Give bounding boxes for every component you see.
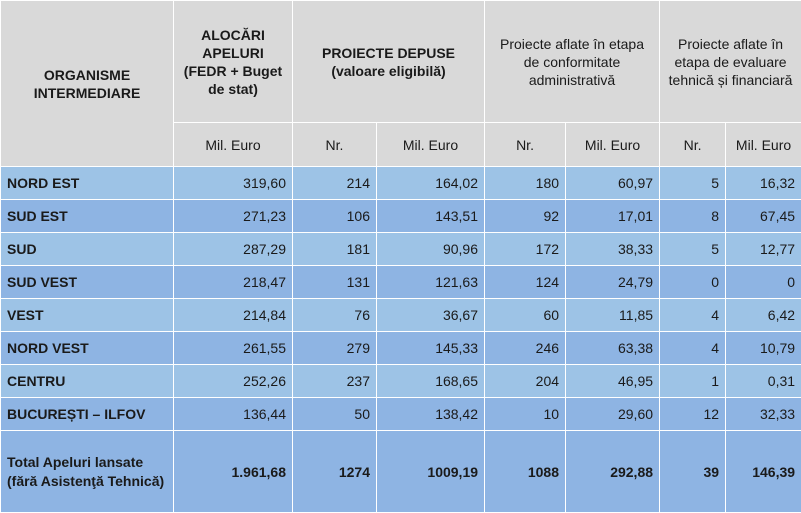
row-name: CENTRU — [0, 364, 174, 398]
total-eval-mil: 146,39 — [725, 430, 801, 513]
header-proiecte-depuse: PROIECTE DEPUSE (valoare eligibilă) — [291, 0, 486, 123]
table-row: CENTRU 252,26 237 168,65 204 46,95 1 0,3… — [0, 364, 801, 398]
cell-dep-mil: 138,42 — [375, 397, 486, 431]
cell-conf-mil: 29,60 — [565, 397, 661, 431]
cell-dep-nr: 106 — [292, 199, 377, 233]
table-row: NORD VEST 261,55 279 145,33 246 63,38 4 … — [0, 331, 801, 365]
cell-conf-nr: 10 — [484, 397, 567, 431]
subheader-alocari-mil: Mil. Euro — [173, 122, 293, 167]
row-name: SUD — [0, 232, 174, 266]
header-evaluare: Proiecte aflate în etapa de evaluare teh… — [659, 0, 801, 123]
row-name: SUD VEST — [0, 265, 174, 299]
cell-conf-mil: 60,97 — [565, 166, 661, 200]
table-row: BUCUREȘTI – ILFOV 136,44 50 138,42 10 29… — [0, 397, 801, 431]
cell-eval-mil: 67,45 — [725, 199, 801, 233]
cell-eval-nr: 0 — [659, 265, 727, 299]
total-row: Total Apeluri lansate (fără Asistenţă Te… — [0, 430, 801, 513]
cell-alocari: 287,29 — [173, 232, 293, 266]
cell-eval-mil: 0,31 — [725, 364, 801, 398]
cell-dep-mil: 36,67 — [375, 298, 486, 332]
cell-dep-nr: 76 — [292, 298, 377, 332]
cell-conf-nr: 172 — [484, 232, 567, 266]
cell-dep-nr: 214 — [292, 166, 377, 200]
subheader-conf-mil: Mil. Euro — [565, 122, 661, 167]
cell-eval-mil: 16,32 — [725, 166, 801, 200]
total-dep-nr: 1274 — [292, 430, 377, 513]
cell-dep-nr: 237 — [292, 364, 377, 398]
total-label: Total Apeluri lansate (fără Asistenţă Te… — [0, 430, 174, 513]
cell-eval-nr: 8 — [659, 199, 727, 233]
table-row: SUD EST 271,23 106 143,51 92 17,01 8 67,… — [0, 199, 801, 233]
subheader-eval-nr: Nr. — [659, 122, 727, 167]
table-row: SUD VEST 218,47 131 121,63 124 24,79 0 0 — [0, 265, 801, 299]
cell-eval-nr: 5 — [659, 232, 727, 266]
cell-dep-nr: 50 — [292, 397, 377, 431]
cell-eval-nr: 1 — [659, 364, 727, 398]
row-name: SUD EST — [0, 199, 174, 233]
cell-conf-mil: 11,85 — [565, 298, 661, 332]
cell-conf-nr: 180 — [484, 166, 567, 200]
cell-alocari: 261,55 — [173, 331, 293, 365]
table-row: VEST 214,84 76 36,67 60 11,85 4 6,42 — [0, 298, 801, 332]
cell-alocari: 218,47 — [173, 265, 293, 299]
total-conf-nr: 1088 — [484, 430, 567, 513]
cell-dep-mil: 90,96 — [375, 232, 486, 266]
header-organisme: ORGANISME INTERMEDIARE — [0, 0, 174, 167]
subheader-conf-nr: Nr. — [484, 122, 567, 167]
subheader-depuse-mil: Mil. Euro — [375, 122, 486, 167]
cell-dep-mil: 168,65 — [375, 364, 486, 398]
cell-eval-mil: 10,79 — [725, 331, 801, 365]
header-conformitate: Proiecte aflate în etapa de conformitate… — [484, 0, 661, 123]
row-name: BUCUREȘTI – ILFOV — [0, 397, 174, 431]
cell-eval-mil: 12,77 — [725, 232, 801, 266]
cell-conf-nr: 124 — [484, 265, 567, 299]
subheader-eval-mil: Mil. Euro — [725, 122, 801, 167]
total-alocari: 1.961,68 — [173, 430, 293, 513]
cell-eval-mil: 0 — [725, 265, 801, 299]
cell-eval-nr: 5 — [659, 166, 727, 200]
cell-dep-nr: 279 — [292, 331, 377, 365]
row-name: NORD EST — [0, 166, 174, 200]
cell-alocari: 136,44 — [173, 397, 293, 431]
cell-conf-nr: 92 — [484, 199, 567, 233]
cell-alocari: 319,60 — [173, 166, 293, 200]
cell-dep-mil: 164,02 — [375, 166, 486, 200]
cell-eval-nr: 4 — [659, 298, 727, 332]
cell-eval-mil: 6,42 — [725, 298, 801, 332]
row-name: NORD VEST — [0, 331, 174, 365]
cell-conf-mil: 46,95 — [565, 364, 661, 398]
cell-conf-mil: 17,01 — [565, 199, 661, 233]
cell-conf-mil: 24,79 — [565, 265, 661, 299]
table-row: NORD EST 319,60 214 164,02 180 60,97 5 1… — [0, 166, 801, 200]
total-eval-nr: 39 — [659, 430, 727, 513]
cell-conf-mil: 38,33 — [565, 232, 661, 266]
cell-dep-mil: 143,51 — [375, 199, 486, 233]
cell-dep-nr: 131 — [292, 265, 377, 299]
total-dep-mil: 1009,19 — [375, 430, 486, 513]
cell-eval-mil: 32,33 — [725, 397, 801, 431]
header-alocari: ALOCĂRI APELURI (FEDR + Buget de stat) — [173, 0, 293, 123]
table-row: SUD 287,29 181 90,96 172 38,33 5 12,77 — [0, 232, 801, 266]
cell-conf-mil: 63,38 — [565, 331, 661, 365]
cell-dep-mil: 145,33 — [375, 331, 486, 365]
cell-alocari: 252,26 — [173, 364, 293, 398]
cell-conf-nr: 60 — [484, 298, 567, 332]
cell-conf-nr: 246 — [484, 331, 567, 365]
row-name: VEST — [0, 298, 174, 332]
cell-conf-nr: 204 — [484, 364, 567, 398]
total-conf-mil: 292,88 — [565, 430, 661, 513]
cell-alocari: 214,84 — [173, 298, 293, 332]
cell-dep-nr: 181 — [292, 232, 377, 266]
cell-eval-nr: 4 — [659, 331, 727, 365]
cell-dep-mil: 121,63 — [375, 265, 486, 299]
subheader-depuse-nr: Nr. — [292, 122, 377, 167]
cell-eval-nr: 12 — [659, 397, 727, 431]
cell-alocari: 271,23 — [173, 199, 293, 233]
